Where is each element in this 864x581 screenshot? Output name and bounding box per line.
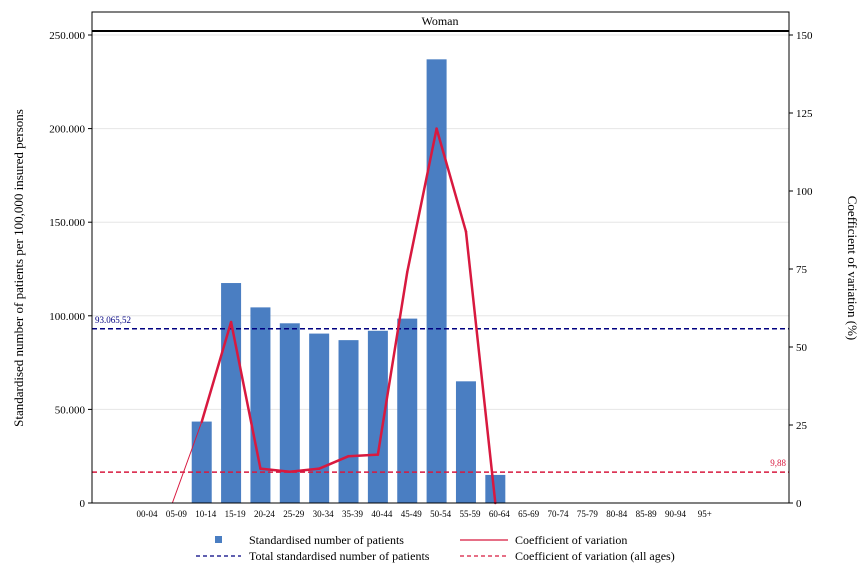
y-axis-title: Standardised number of patients per 100,… <box>11 109 26 427</box>
y2-tick-label: 0 <box>796 498 802 510</box>
y-tick-label: 100.000 <box>49 311 85 323</box>
cv-line-segment <box>229 320 262 470</box>
y2-tick-label: 25 <box>796 420 808 432</box>
y2-tick-label: 50 <box>796 342 808 354</box>
x-tick-label: 45-49 <box>401 509 422 519</box>
x-tick-label: 70-74 <box>548 509 569 519</box>
x-tick-label: 15-19 <box>225 509 246 519</box>
cv-line-segment <box>288 467 321 474</box>
cv-line-segment <box>464 230 497 505</box>
cv-line-segment <box>405 127 438 274</box>
cv-line-segment <box>347 453 380 458</box>
x-tick-label: 20-24 <box>254 509 275 519</box>
legend-swatch-bar <box>215 536 222 543</box>
cv-line-segment <box>200 320 233 424</box>
total-reference-label: 93.065,52 <box>95 315 131 325</box>
x-tick-label: 35-39 <box>342 509 363 519</box>
y2-tick-label: 125 <box>796 108 813 120</box>
legend-label-total: Total standardised number of patients <box>249 549 430 563</box>
x-tick-label: 75-79 <box>577 509 598 519</box>
cv-line-layer <box>171 127 497 505</box>
legend-label-cv-all: Coefficient of variation (all ages) <box>515 549 675 563</box>
y-tick-label: 150.000 <box>49 217 85 229</box>
cv-line-segment <box>259 467 292 474</box>
bar-60-64 <box>485 474 506 503</box>
x-tick-label: 60-64 <box>489 509 510 519</box>
x-tick-label: 50-54 <box>430 509 451 519</box>
reference-lines: 93.065,52 9,88 <box>92 315 789 473</box>
panel-title: Woman <box>421 14 458 28</box>
y2-axis-title: Coefficient of variation (%) <box>845 196 860 341</box>
x-tick-label: 00-04 <box>137 509 158 519</box>
x-tick-label: 25-29 <box>283 509 304 519</box>
bar-25-29 <box>279 323 300 503</box>
bar-45-49 <box>397 318 418 503</box>
y-tick-label: 50.000 <box>55 404 86 416</box>
bar-40-44 <box>367 330 388 503</box>
x-tick-label: 05-09 <box>166 509 187 519</box>
x-tick-label: 85-89 <box>636 509 657 519</box>
x-tick-label: 95+ <box>698 509 712 519</box>
legend-label-cv: Coefficient of variation <box>515 533 627 547</box>
cv-line-segment <box>435 127 468 233</box>
x-tick-label: 30-34 <box>313 509 334 519</box>
bar-35-39 <box>338 340 359 503</box>
x-tick-label: 80-84 <box>606 509 627 519</box>
bar-50-54 <box>426 59 447 503</box>
bar-55-59 <box>455 381 476 503</box>
bar-15-19 <box>221 283 242 503</box>
bar-30-34 <box>309 333 330 503</box>
cv-line-segment <box>317 454 350 470</box>
axis-layer: 0 50.000 100.000 150.000 200.000 250.000 0 25 50… <box>49 30 813 519</box>
y-tick-label: 200.000 <box>49 124 85 136</box>
y-tick-label: 0 <box>80 498 86 510</box>
legend-label-bar: Standardised number of patients <box>249 533 404 547</box>
x-tick-label: 65-69 <box>518 509 539 519</box>
y-tick-label: 250.000 <box>49 30 85 42</box>
cv-all-ages-reference-label: 9,88 <box>770 458 786 468</box>
y2-tick-label: 150 <box>796 30 813 42</box>
cv-line-segment <box>171 421 203 504</box>
x-tick-label: 55-59 <box>459 509 480 519</box>
cv-line-segment <box>376 270 409 456</box>
y2-tick-label: 100 <box>796 186 813 198</box>
x-tick-label: 90-94 <box>665 509 686 519</box>
x-tick-label: 10-14 <box>195 509 216 519</box>
bar-20-24 <box>250 307 271 503</box>
y2-tick-label: 75 <box>796 264 808 276</box>
legend: Standardised number of patients Coeffici… <box>196 533 675 563</box>
bar-10-14 <box>191 421 212 503</box>
x-tick-label: 40-44 <box>371 509 392 519</box>
